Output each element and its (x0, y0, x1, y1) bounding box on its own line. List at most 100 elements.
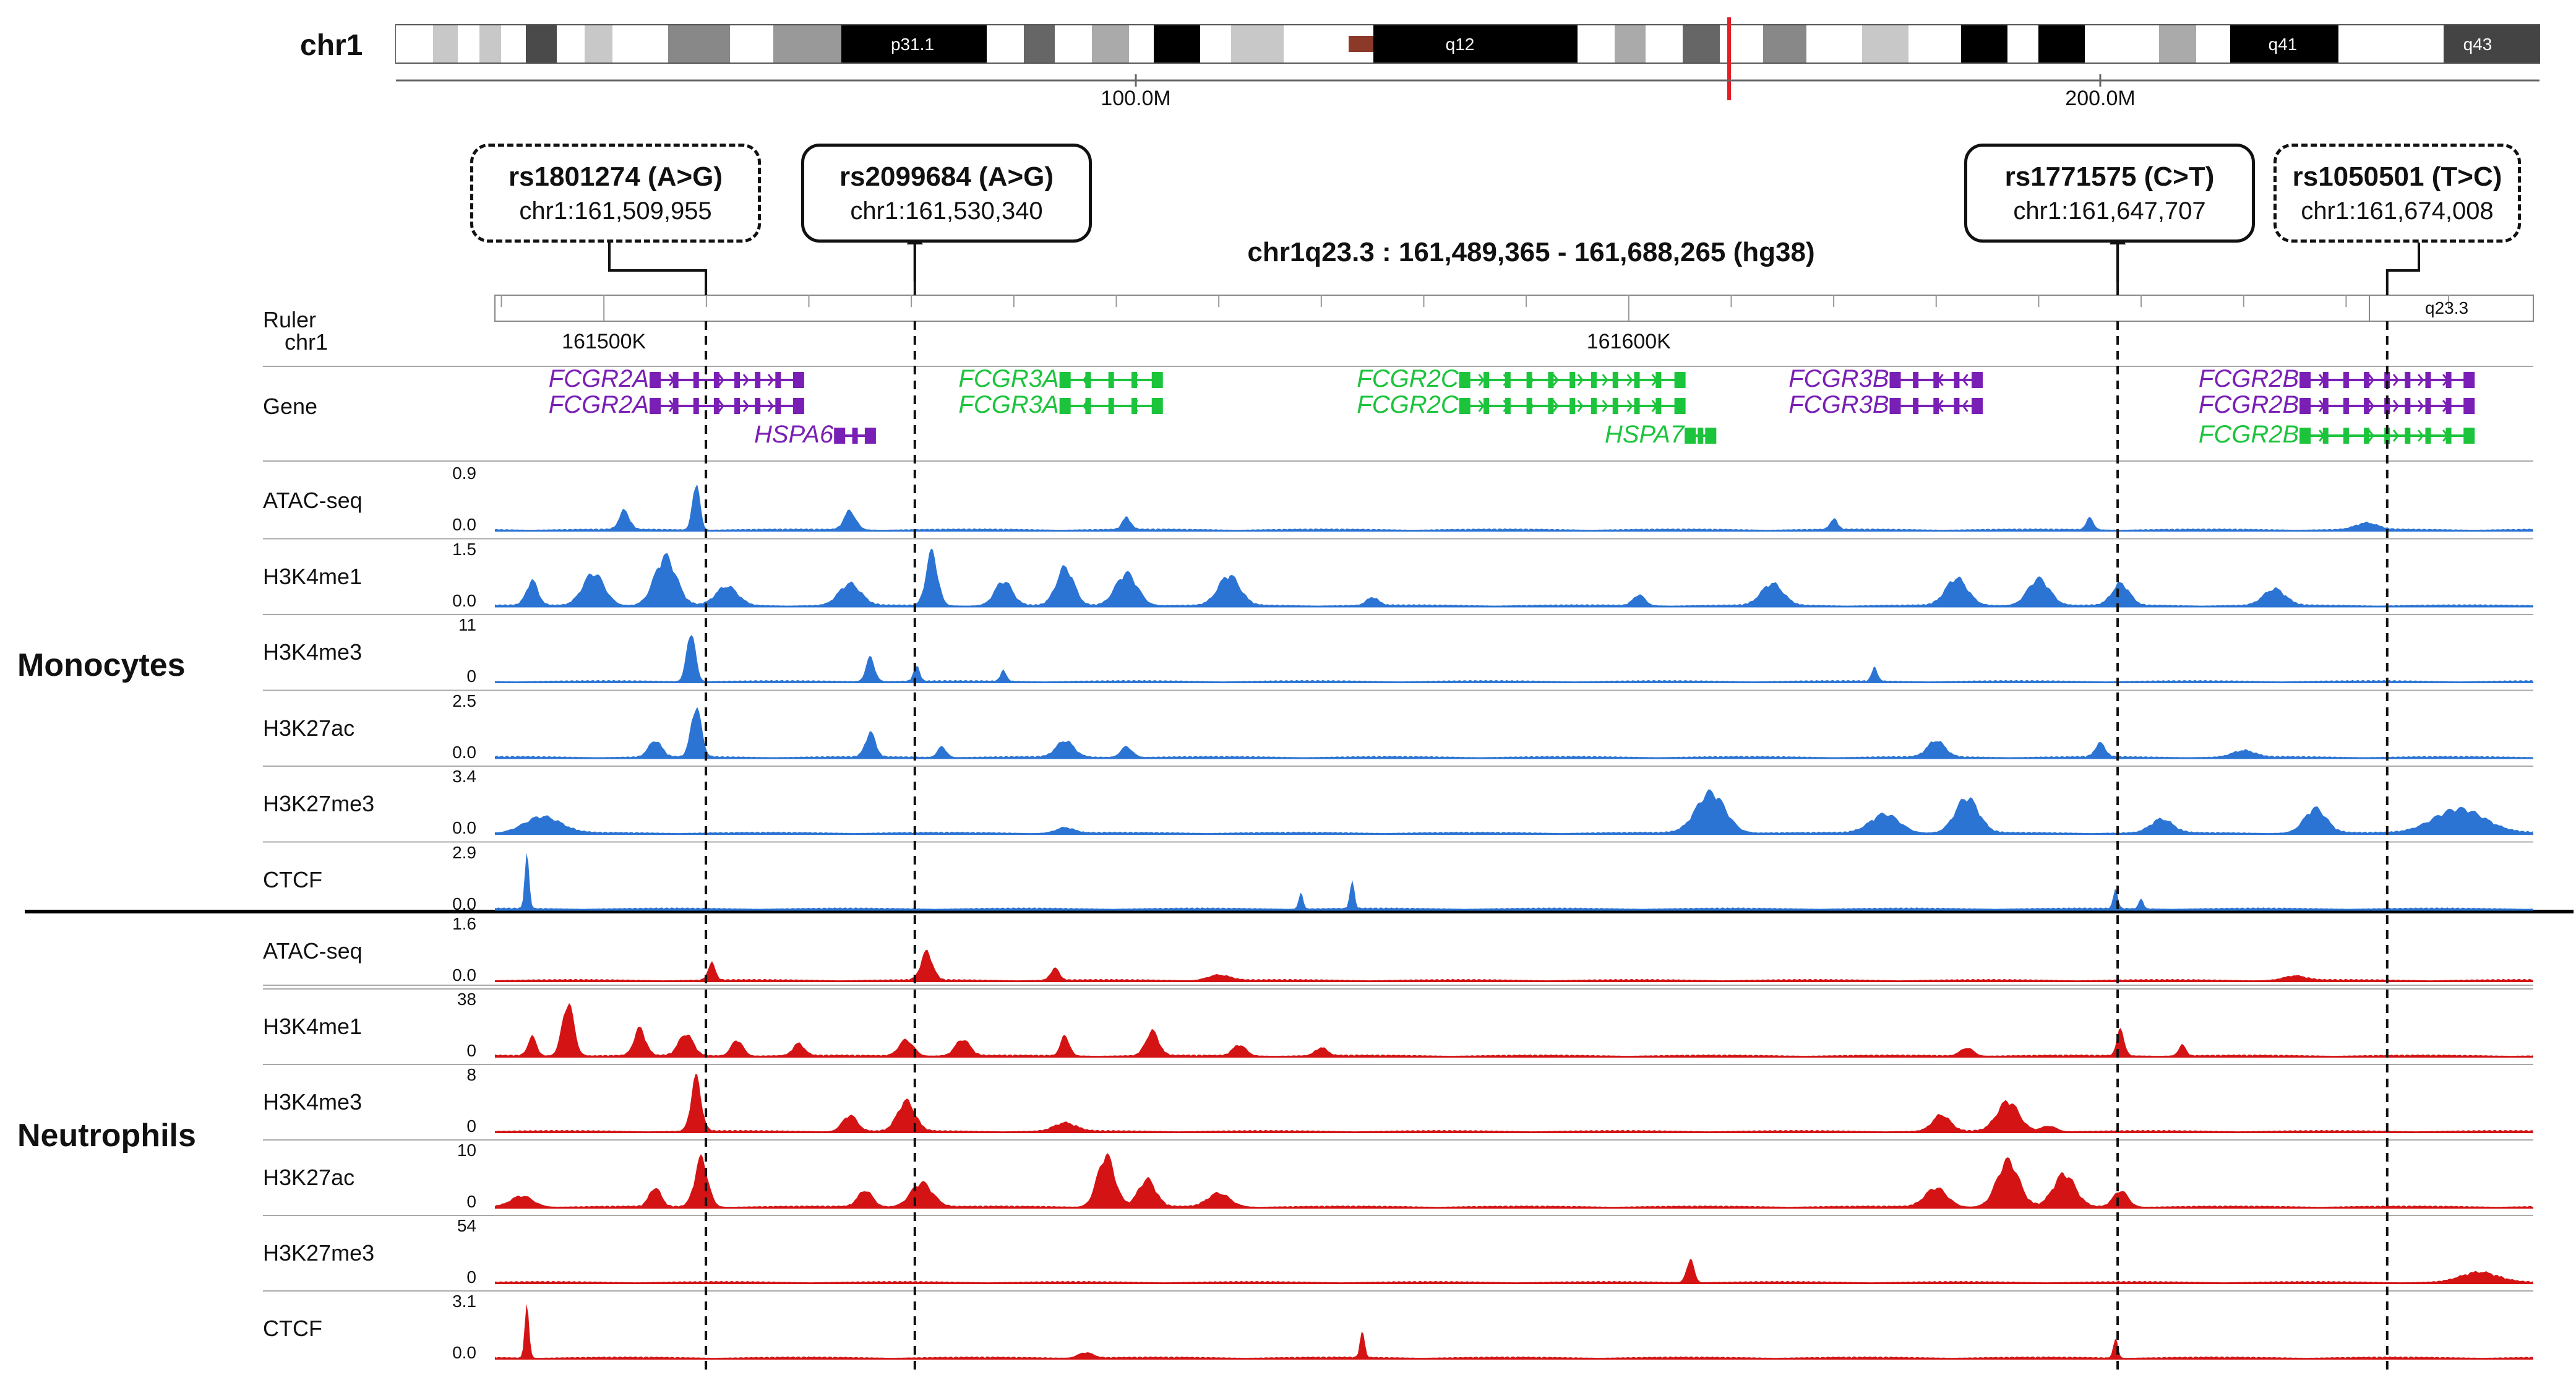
gene-exon (2425, 372, 2431, 388)
gene-strand-arrow (718, 400, 724, 412)
signal-area (495, 635, 2533, 683)
gene-strand-arrow (1478, 374, 1485, 386)
ideogram-band (1908, 25, 1961, 63)
gene-exon (1634, 398, 1640, 414)
snp-id-label: rs1801274 (A>G) (508, 162, 723, 192)
gene-exon (1085, 372, 1091, 388)
gene-exon (2384, 428, 2390, 444)
ideogram-band (1720, 25, 1763, 63)
track-scale-max: 38 (457, 990, 476, 1009)
ideogram-band (1200, 25, 1231, 63)
gene-strand-arrow (2318, 374, 2325, 386)
gene-exon (2405, 398, 2411, 414)
gene-exon (775, 398, 781, 414)
ideogram-band (1129, 25, 1154, 63)
gene-strand-arrow (1651, 374, 1658, 386)
gene-strand-arrow (1503, 374, 1509, 386)
track-scale-max: 2.5 (452, 691, 476, 710)
gene-strand-arrow (742, 374, 749, 386)
gene-exon (1954, 398, 1960, 414)
gene-exon (1548, 398, 1554, 414)
signal-track-label: CTCF (263, 1316, 322, 1341)
gene-strand-arrow (2368, 400, 2375, 412)
ideogram-band (668, 25, 730, 63)
gene-label: FCGR2C (1357, 365, 1459, 392)
gene-label: FCGR3B (1788, 391, 1889, 418)
snp-position-label: chr1:161,509,955 (519, 197, 712, 225)
gene-label: HSPA7 (1604, 421, 1685, 448)
gene-exon (1705, 428, 1717, 444)
gene-exon (672, 372, 679, 388)
gene-exon (672, 398, 679, 414)
snp-callout-box: rs1771575 (C>T) chr1:161,647,707 (1964, 144, 2255, 243)
snp-elbow-connector (2385, 243, 2420, 295)
gene-exon (1972, 398, 1983, 414)
track-scale-max: 54 (457, 1216, 476, 1235)
gene-exon (834, 428, 846, 444)
gene-strand-arrow (2417, 429, 2424, 442)
gene-exon (1655, 398, 1662, 414)
gene-exon (1569, 398, 1576, 414)
ideogram-band (2230, 25, 2338, 63)
gene-label: FCGR3A (958, 365, 1059, 392)
gene-exon (2384, 372, 2390, 388)
ruler-band-label: q23.3 (2425, 298, 2469, 317)
gene-label: FCGR2B (2198, 365, 2299, 392)
gene-strand-arrow (767, 400, 774, 412)
gene-exon (792, 372, 804, 388)
ideogram-band (2085, 25, 2159, 63)
gene-label: FCGR2A (548, 391, 649, 418)
gene-strand-arrow (1626, 400, 1633, 412)
snp-position-label: chr1:161,647,707 (2013, 197, 2206, 225)
gene-label: FCGR2A (548, 365, 649, 392)
gene-strand-arrow (1552, 400, 1559, 412)
gene-strand-arrow (1131, 400, 1138, 412)
gene-exon (1674, 398, 1686, 414)
gene-strand-arrow (742, 400, 749, 412)
ideogram-band (1055, 25, 1092, 63)
gene-track-label: Gene (263, 394, 318, 419)
ideogram-band (987, 25, 1024, 63)
gene-label: FCGR2B (2198, 421, 2299, 448)
track-scale-max: 3.1 (452, 1292, 476, 1311)
snp-position-label: chr1:161,530,340 (850, 197, 1043, 225)
ideogram-band (612, 25, 668, 63)
snp-id-label: rs1050501 (T>C) (2292, 162, 2502, 192)
gene-strand-arrow (1107, 374, 1114, 386)
gene-exon (1483, 398, 1490, 414)
gene-exon (1459, 398, 1470, 414)
gene-strand-arrow (2442, 374, 2449, 386)
ideogram-axis-label: 100.0M (1101, 87, 1171, 110)
group-label-monocytes: Monocytes (17, 647, 186, 683)
signal-area (495, 949, 2533, 982)
gene-strand-arrow (668, 400, 675, 412)
gene-strand-arrow (1962, 374, 1968, 386)
gene-exon (792, 398, 804, 414)
ideogram-band (1154, 25, 1200, 63)
signal-track-label: CTCF (263, 866, 322, 892)
snp-position-label: chr1:161,674,008 (2301, 197, 2494, 225)
gene-exon (2405, 372, 2411, 388)
ideogram-band (2038, 25, 2085, 63)
gene-strand-arrow (2442, 400, 2449, 412)
centromere-mark (1349, 36, 1373, 52)
ideogram-band (1092, 25, 1129, 63)
gene-strand-arrow (2392, 429, 2400, 442)
signal-track-label: H3K27ac (263, 1165, 355, 1190)
signal-track-label: H3K4me3 (263, 1089, 363, 1115)
track-scale-max: 1.5 (452, 539, 476, 559)
gene-label: FCGR2C (1357, 391, 1459, 418)
track-scale-max: 3.4 (452, 767, 476, 786)
signal-track-label: H3K4me1 (263, 1014, 363, 1039)
snp-callout-box: rs2099684 (A>G) chr1:161,530,340 (801, 144, 1092, 243)
gene-exon (1655, 372, 1662, 388)
gene-exon (1108, 398, 1114, 414)
ideogram-band (2338, 25, 2444, 63)
signal-area (495, 1153, 2533, 1208)
signal-area (495, 707, 2533, 759)
track-scale-min: 0 (466, 1192, 476, 1211)
gene-exon (1674, 372, 1686, 388)
ideogram-band (1615, 25, 1646, 63)
